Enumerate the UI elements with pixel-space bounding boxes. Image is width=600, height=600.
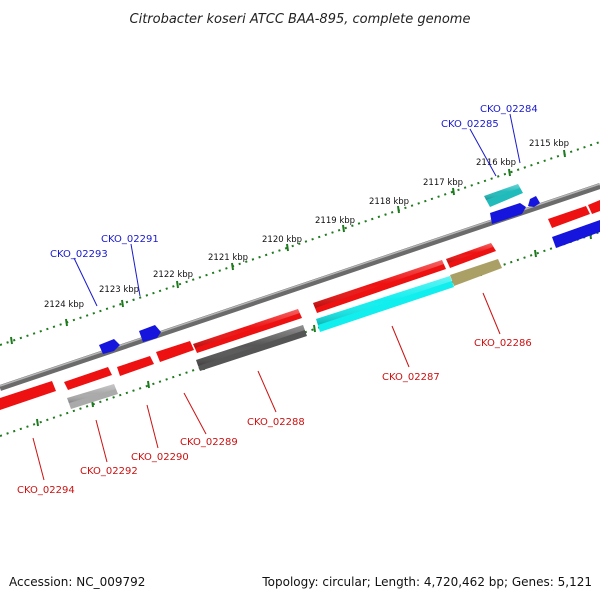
forward-strand-genes bbox=[99, 184, 600, 354]
outer-track-ticks bbox=[10, 149, 566, 345]
label-cko-02285[interactable]: CKO_02285 bbox=[441, 119, 499, 130]
outer-scale-track bbox=[0, 141, 600, 346]
label-cko-02286[interactable]: CKO_02286 bbox=[474, 338, 532, 349]
scale-label-2121: 2121 kbp bbox=[208, 253, 248, 263]
label-cko-02288[interactable]: CKO_02288 bbox=[247, 417, 305, 428]
label-cko-02287[interactable]: CKO_02287 bbox=[382, 372, 440, 383]
red-gene-labels bbox=[32, 292, 501, 481]
gene-cko-02286[interactable] bbox=[450, 259, 502, 286]
scale-label-2117: 2117 kbp bbox=[423, 178, 463, 188]
scale-labels: 2115 kbp 2116 kbp 2117 kbp 2118 kbp 2119… bbox=[44, 139, 569, 310]
scale-label-2119: 2119 kbp bbox=[315, 216, 355, 226]
gene-cko-02285[interactable] bbox=[490, 203, 526, 224]
scale-label-2122: 2122 kbp bbox=[153, 270, 193, 280]
gene-cko-02294[interactable] bbox=[0, 381, 56, 410]
label-cko-02289[interactable]: CKO_02289 bbox=[180, 437, 238, 448]
topology-text: Topology: circular; Length: 4,720,462 bp… bbox=[261, 575, 592, 589]
gene-cko-02290[interactable] bbox=[117, 356, 154, 376]
scale-label-2120: 2120 kbp bbox=[262, 235, 302, 245]
gene-right-edge-blue[interactable] bbox=[552, 220, 600, 248]
scale-label-2123: 2123 kbp bbox=[99, 285, 139, 295]
label-cko-02290[interactable]: CKO_02290 bbox=[131, 452, 189, 463]
scale-label-2118: 2118 kbp bbox=[369, 197, 409, 207]
label-cko-02284[interactable]: CKO_02284 bbox=[480, 104, 538, 115]
accession-text: Accession: NC_009792 bbox=[9, 575, 145, 589]
gene-right-edge-red-2[interactable] bbox=[588, 200, 600, 214]
label-cko-02292[interactable]: CKO_02292 bbox=[80, 466, 138, 477]
gene-cko-02293[interactable] bbox=[99, 339, 120, 354]
label-cko-02291[interactable]: CKO_02291 bbox=[101, 234, 159, 245]
inner-track-ticks bbox=[36, 231, 592, 427]
gene-cko-02284[interactable] bbox=[528, 196, 540, 207]
blue-gene-labels bbox=[73, 113, 521, 307]
scale-label-2116: 2116 kbp bbox=[476, 158, 516, 168]
label-cko-02294[interactable]: CKO_02294 bbox=[17, 485, 75, 496]
map-title: Citrobacter koseri ATCC BAA-895, complet… bbox=[130, 12, 471, 27]
scale-label-2124: 2124 kbp bbox=[44, 300, 84, 310]
scale-label-2115: 2115 kbp bbox=[529, 139, 569, 149]
gene-cko-02292-red[interactable] bbox=[64, 367, 112, 390]
gene-right-edge-red-1[interactable] bbox=[548, 206, 590, 228]
gene-cko-02289[interactable] bbox=[156, 341, 194, 362]
reverse-strand-genes bbox=[0, 243, 502, 410]
gene-cko-02291[interactable] bbox=[139, 325, 161, 342]
label-cko-02293[interactable]: CKO_02293 bbox=[50, 249, 108, 260]
